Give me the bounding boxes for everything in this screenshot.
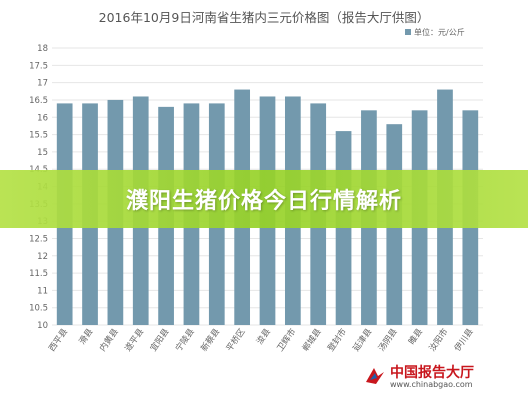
x-tick-label: 卫辉市 — [275, 326, 299, 354]
x-tick-label: 郸城县 — [300, 326, 324, 354]
x-tick-label: 西平县 — [47, 327, 70, 354]
legend-label: 单位：元/公斤 — [414, 27, 465, 37]
x-tick-label: 延津县 — [351, 326, 375, 354]
x-tick-label: 汝阳市 — [427, 326, 451, 354]
x-axis: 西平县 滑县 内黄县 遂平县 宜阳县 宁陵县 新蔡县 平桥区 浚县 卫辉市 郸城县 登封市 延津县 汤阴县… — [47, 326, 476, 354]
y-tick-label: 11.5 — [29, 269, 48, 279]
banner-text: 濮阳生猪价格今日行情解析 — [125, 189, 402, 214]
bar — [335, 131, 352, 325]
x-tick-label: 浚县 — [254, 326, 273, 347]
x-tick-label: 宁陵县 — [173, 326, 197, 354]
watermark: 中国报告大厅 www.chinabgao.com — [364, 362, 514, 392]
y-tick-label: 12 — [37, 252, 48, 262]
y-tick-label: 12.5 — [29, 234, 48, 244]
chart-title: 2016年10月9日河南省生猪内三元价格图（报告大厅供图） — [99, 10, 430, 25]
y-tick-label: 10.5 — [29, 304, 48, 314]
x-tick-label: 内黄县 — [97, 326, 121, 354]
x-tick-label: 平桥区 — [224, 326, 248, 354]
y-tick-label: 15.5 — [29, 131, 48, 141]
x-tick-label: 宜阳县 — [148, 326, 172, 354]
report-hall-logo-icon — [366, 368, 384, 384]
title-banner: 濮阳生猪价格今日行情解析 — [0, 170, 528, 228]
x-tick-label: 伊川县 — [452, 326, 476, 354]
y-tick-label: 15 — [37, 148, 48, 158]
y-tick-label: 16.5 — [29, 96, 48, 106]
x-tick-label: 遂平县 — [123, 326, 147, 354]
x-tick-label: 汤阴县 — [377, 327, 400, 354]
y-tick-label: 10 — [37, 321, 48, 331]
y-tick-label: 18 — [37, 44, 48, 54]
y-tick-label: 17.5 — [29, 61, 48, 71]
x-tick-label: 滑县 — [77, 326, 96, 347]
y-tick-label: 17 — [37, 79, 48, 89]
legend-swatch — [405, 29, 411, 35]
x-tick-label: 登封市 — [325, 326, 349, 354]
watermark-url: www.chinabgao.com — [390, 380, 473, 389]
y-tick-label: 11 — [37, 286, 48, 296]
x-tick-label: 睢县 — [406, 326, 425, 347]
watermark-title: 中国报告大厅 — [390, 365, 474, 381]
x-tick-label: 新蔡县 — [199, 326, 223, 354]
y-tick-label: 16 — [37, 113, 48, 123]
